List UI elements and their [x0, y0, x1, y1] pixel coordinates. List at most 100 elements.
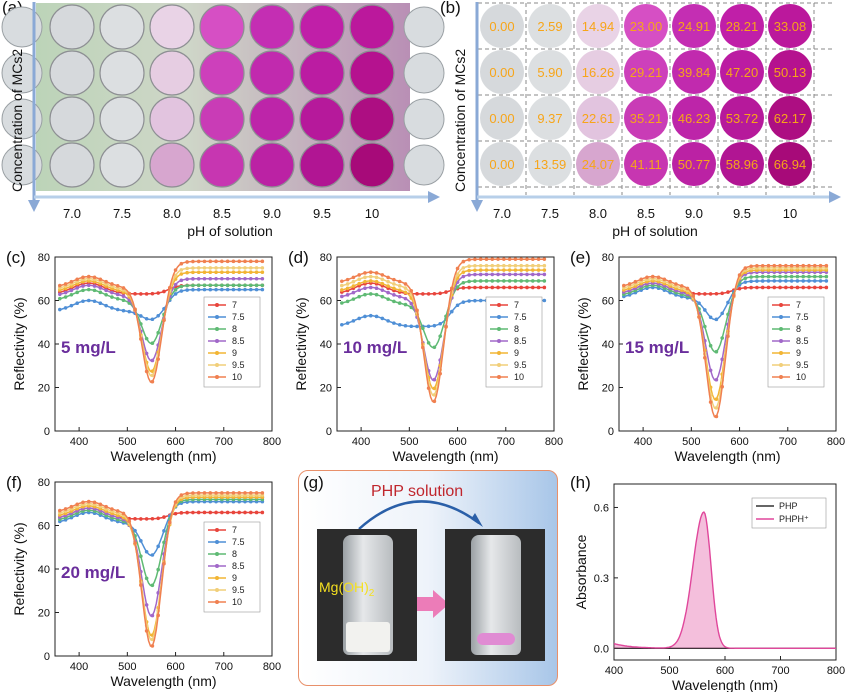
y-tick-label: 0: [608, 426, 614, 438]
x-tick-label: 500: [682, 436, 700, 448]
series-point: [58, 508, 62, 513]
legend-label: 10: [232, 372, 242, 382]
legend-marker: [497, 351, 501, 355]
series-point: [812, 274, 817, 279]
series-point: [697, 315, 701, 319]
series-point: [392, 286, 396, 291]
series-point: [403, 296, 408, 301]
series-point: [824, 285, 829, 290]
series-point: [150, 317, 155, 322]
legend-marker: [779, 303, 783, 307]
well-value: 28.21: [726, 19, 759, 34]
series-point: [173, 292, 178, 296]
series-point: [237, 283, 242, 288]
series-point: [789, 274, 794, 279]
series-point: [536, 268, 541, 272]
legend-label: 9.5: [232, 360, 245, 370]
series-point: [525, 272, 529, 277]
series-point: [58, 283, 62, 288]
panel-label: (c): [6, 248, 26, 267]
series-point: [69, 279, 74, 284]
series-point: [351, 284, 356, 288]
well-disc: [576, 50, 620, 94]
legend-label: 7: [514, 300, 519, 310]
panel-g: (g) PHP solution Mg(OH)2: [298, 470, 558, 686]
series-point: [473, 285, 477, 290]
series-point: [231, 510, 236, 515]
series-point: [220, 510, 224, 515]
series-point: [461, 300, 466, 304]
x-tick-label: 600: [448, 436, 466, 448]
series-point: [139, 539, 143, 543]
series-point: [133, 528, 137, 533]
series-point: [760, 263, 765, 268]
series-point: [743, 286, 748, 290]
series-point: [421, 292, 425, 296]
series-point: [150, 553, 155, 557]
y-tick-label: 20: [320, 383, 332, 395]
series-point: [202, 491, 207, 495]
y-tick-label: 80: [320, 252, 332, 264]
series-point: [81, 500, 85, 505]
series-point: [380, 316, 385, 321]
series-point: [150, 516, 155, 521]
y-tick-label: 0.3: [594, 573, 609, 585]
series-point: [139, 583, 143, 587]
series-point: [139, 292, 143, 296]
legend-marker: [215, 600, 219, 604]
series-point: [214, 270, 218, 275]
well: [199, 96, 245, 142]
series-point: [86, 298, 91, 303]
photo-right: [445, 529, 545, 661]
series-point: [340, 279, 344, 284]
legend-label: 9: [232, 348, 237, 358]
legend-label: 8: [232, 324, 237, 334]
series-point: [536, 272, 541, 277]
series-point: [525, 257, 529, 261]
series-point: [801, 263, 806, 268]
legend-box: [751, 497, 827, 529]
series-point: [502, 263, 506, 268]
series-point: [254, 266, 259, 270]
well-disc: [768, 142, 812, 186]
series-point: [81, 275, 85, 280]
y-axis-title: Reflectivity (%): [575, 297, 591, 390]
well: [349, 96, 395, 142]
legend-marker: [497, 363, 501, 367]
series-point: [225, 266, 230, 270]
series-point: [133, 541, 137, 545]
series-point: [214, 276, 218, 281]
series-point: [243, 270, 247, 275]
x-tick-label: 7.5: [113, 206, 131, 221]
series-point: [104, 292, 108, 297]
series-point: [726, 300, 730, 305]
well: [99, 4, 145, 50]
x-tick-label: 700: [497, 436, 515, 448]
series-point: [415, 292, 419, 296]
x-tick-label: 400: [70, 436, 88, 448]
well-disc: [720, 142, 764, 186]
series-point: [415, 324, 419, 329]
powder-white: [346, 622, 390, 652]
legend-label: PHP: [779, 501, 798, 511]
series-point: [766, 274, 771, 279]
legend-marker: [497, 339, 501, 343]
series-point: [98, 277, 103, 282]
x-tick-label: 9.0: [263, 206, 281, 221]
series-point: [351, 290, 356, 295]
y-axis-title: Reflectivity (%): [11, 297, 27, 390]
series-point: [110, 306, 114, 310]
series-point: [248, 259, 253, 264]
series-point: [144, 517, 149, 521]
series-point: [179, 511, 184, 515]
series-point: [484, 279, 489, 283]
series-point: [467, 264, 471, 269]
series-point: [191, 259, 195, 264]
series-point: [386, 275, 390, 280]
series-point: [363, 271, 367, 275]
series-point: [502, 272, 506, 277]
y-tick-label: 80: [38, 477, 50, 489]
series-point: [220, 270, 224, 275]
series-point: [139, 337, 143, 341]
series-point: [69, 292, 74, 297]
